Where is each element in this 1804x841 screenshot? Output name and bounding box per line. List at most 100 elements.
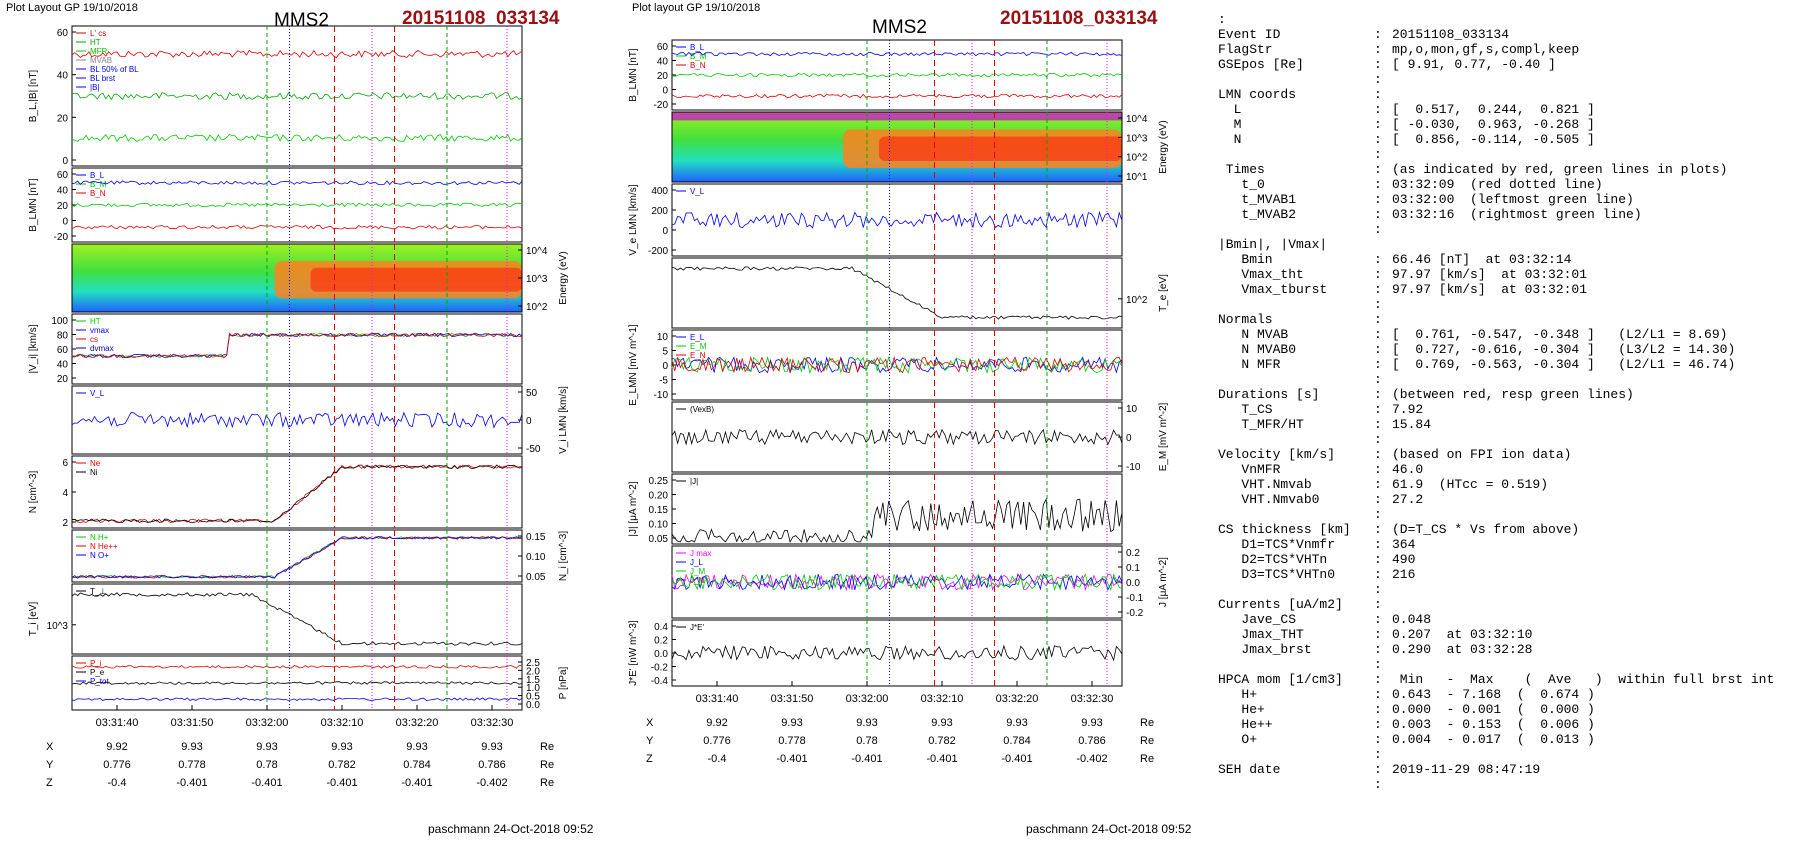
- y-tick-label: 0.4: [654, 622, 668, 633]
- summary-value: 27.2: [1392, 492, 1424, 507]
- y-tick-label: 10: [1126, 404, 1138, 415]
- summary-line: Times: (as indicated by red, green lines …: [1218, 162, 1798, 177]
- position-value: 9.93: [481, 741, 502, 753]
- summary-colon: :: [1374, 492, 1382, 507]
- summary-key: Durations [s]: [1218, 387, 1320, 402]
- legend-entry: T_⊥: [90, 587, 106, 596]
- summary-line: :: [1218, 372, 1798, 387]
- summary-colon: :: [1374, 702, 1382, 717]
- panel-Te: 10^2 T_e [eV]: [671, 257, 1169, 329]
- legend-entry: MVAB: [90, 56, 112, 65]
- summary-colon: :: [1374, 357, 1382, 372]
- data-trace: [71, 535, 522, 579]
- data-trace: [71, 133, 523, 143]
- y-tick-label: 10^3: [47, 621, 69, 632]
- summary-line: T_CS:7.92: [1218, 402, 1798, 417]
- data-trace: [671, 497, 1123, 544]
- panel-frame: [71, 455, 523, 529]
- time-tick-label: 03:32:30: [471, 717, 514, 729]
- summary-line: Bmin:66.46 [nT] at 03:32:14: [1218, 252, 1798, 267]
- position-value: 9.93: [781, 717, 802, 729]
- data-trace: [671, 266, 1123, 320]
- summary-colon: :: [1374, 87, 1382, 102]
- summary-line: Durations [s]: (between red, resp green l…: [1218, 387, 1798, 402]
- summary-value: 0.004 - 0.017 ( 0.013 ): [1392, 732, 1595, 747]
- summary-line: HPCA mom [1/cm3]: Min - Max ( Ave ) with…: [1218, 672, 1798, 687]
- summary-key: t_0: [1218, 177, 1265, 192]
- position-unit: Re: [1140, 735, 1154, 747]
- summary-key: He+: [1218, 702, 1265, 717]
- summary-line: VnMFR:46.0: [1218, 462, 1798, 477]
- y-axis-label: N_i [cm^-3]: [558, 531, 569, 581]
- summary-key: He++: [1218, 717, 1273, 732]
- y-tick-label: 0: [662, 226, 668, 237]
- legend-entry: B_M: [90, 180, 107, 189]
- summary-key: t_MVAB1: [1218, 192, 1297, 207]
- data-trace: [671, 428, 1123, 446]
- y-tick-label: -5: [659, 376, 668, 387]
- summary-value: 0.290 at 03:32:28: [1392, 642, 1533, 657]
- summary-colon: :: [1374, 462, 1382, 477]
- y-tick-label: -20: [54, 232, 69, 243]
- summary-value: 216: [1392, 567, 1416, 582]
- position-value: -0.401: [926, 753, 957, 765]
- summary-line: t_MVAB1:03:32:00 (leftmost green line): [1218, 192, 1798, 207]
- panel-JLMN: 0.2 0.1 0.0 -0.1 -0.2 J [μA m^-2] J maxJ_LJ_MJ…: [671, 545, 1169, 619]
- legend-entry: J*E': [690, 623, 704, 632]
- summary-colon: :: [1374, 42, 1382, 57]
- y-tick-label: 0.5: [526, 692, 540, 703]
- summary-line: |Bmin|, |Vmax|: [1218, 237, 1798, 252]
- right-plot-header: Plot layout GP 19/10/2018: [632, 2, 761, 14]
- y-tick-label: -200: [648, 246, 668, 257]
- position-value: -0.401: [401, 777, 432, 789]
- summary-value: 2019-11-29 08:47:19: [1392, 762, 1541, 777]
- summary-line: M: [ -0.030, 0.963, -0.268 ]: [1218, 117, 1798, 132]
- position-row-label: X: [646, 717, 654, 729]
- y-tick-label: 0.05: [649, 534, 669, 545]
- panel-spec: 10^4 10^3 10^2 10^1 Energy (eV): [671, 111, 1169, 183]
- legend-entry: Ne: [90, 459, 101, 468]
- summary-value: (based on FPI ion data): [1392, 447, 1572, 462]
- legend-entry: MFR: [90, 47, 108, 56]
- summary-line: :: [1218, 147, 1798, 162]
- position-value: 9.93: [1081, 717, 1102, 729]
- summary-value: (as indicated by red, green lines in plo…: [1392, 162, 1728, 177]
- y-tick-label: 0.10: [526, 552, 546, 563]
- data-trace: [71, 681, 523, 685]
- position-value: 0.78: [256, 759, 277, 771]
- summary-key: Vmax_tht: [1218, 267, 1304, 282]
- summary-colon: :: [1374, 627, 1382, 642]
- summary-key: VnMFR: [1218, 462, 1281, 477]
- position-value: 9.93: [331, 741, 352, 753]
- legend-entry: J_L: [690, 558, 703, 567]
- summary-line: Vmax_tht:97.97 [km/s] at 03:32:01: [1218, 267, 1798, 282]
- summary-value: 61.9 (HTcc = 0.519): [1392, 477, 1549, 492]
- right-satellite-label: MMS2: [872, 17, 927, 38]
- data-trace: [71, 411, 523, 429]
- panel-frame: [71, 583, 523, 655]
- position-value: -0.402: [476, 777, 507, 789]
- summary-line: :: [1218, 72, 1798, 87]
- position-value: 9.92: [106, 741, 127, 753]
- summary-value: [ -0.030, 0.963, -0.268 ]: [1392, 117, 1595, 132]
- legend-entry: B_L: [90, 171, 105, 180]
- summary-value: 0.003 - 0.153 ( 0.006 ): [1392, 717, 1595, 732]
- summary-colon: :: [1374, 507, 1382, 522]
- legend-entry: B_M: [690, 52, 707, 61]
- summary-colon: :: [1374, 672, 1382, 687]
- legend-entry: BL 50% of BL: [90, 65, 139, 74]
- y-tick-label: 10^4: [526, 246, 548, 257]
- panel-BLMN: 60 40 20 0 -20 B_LMN [nT] B_LB_MB_N: [28, 167, 523, 243]
- summary-colon: :: [1374, 297, 1382, 312]
- y-tick-label: -0.2: [1126, 608, 1144, 619]
- time-tick-label: 03:32:30: [1071, 693, 1114, 705]
- panel-frame: [671, 401, 1123, 473]
- y-tick-label: 60: [57, 28, 69, 39]
- data-trace: [671, 72, 1123, 78]
- legend-entry: |J|: [690, 477, 698, 486]
- summary-colon: :: [1374, 597, 1382, 612]
- right-footer: paschmann 24-Oct-2018 09:52: [1026, 822, 1192, 836]
